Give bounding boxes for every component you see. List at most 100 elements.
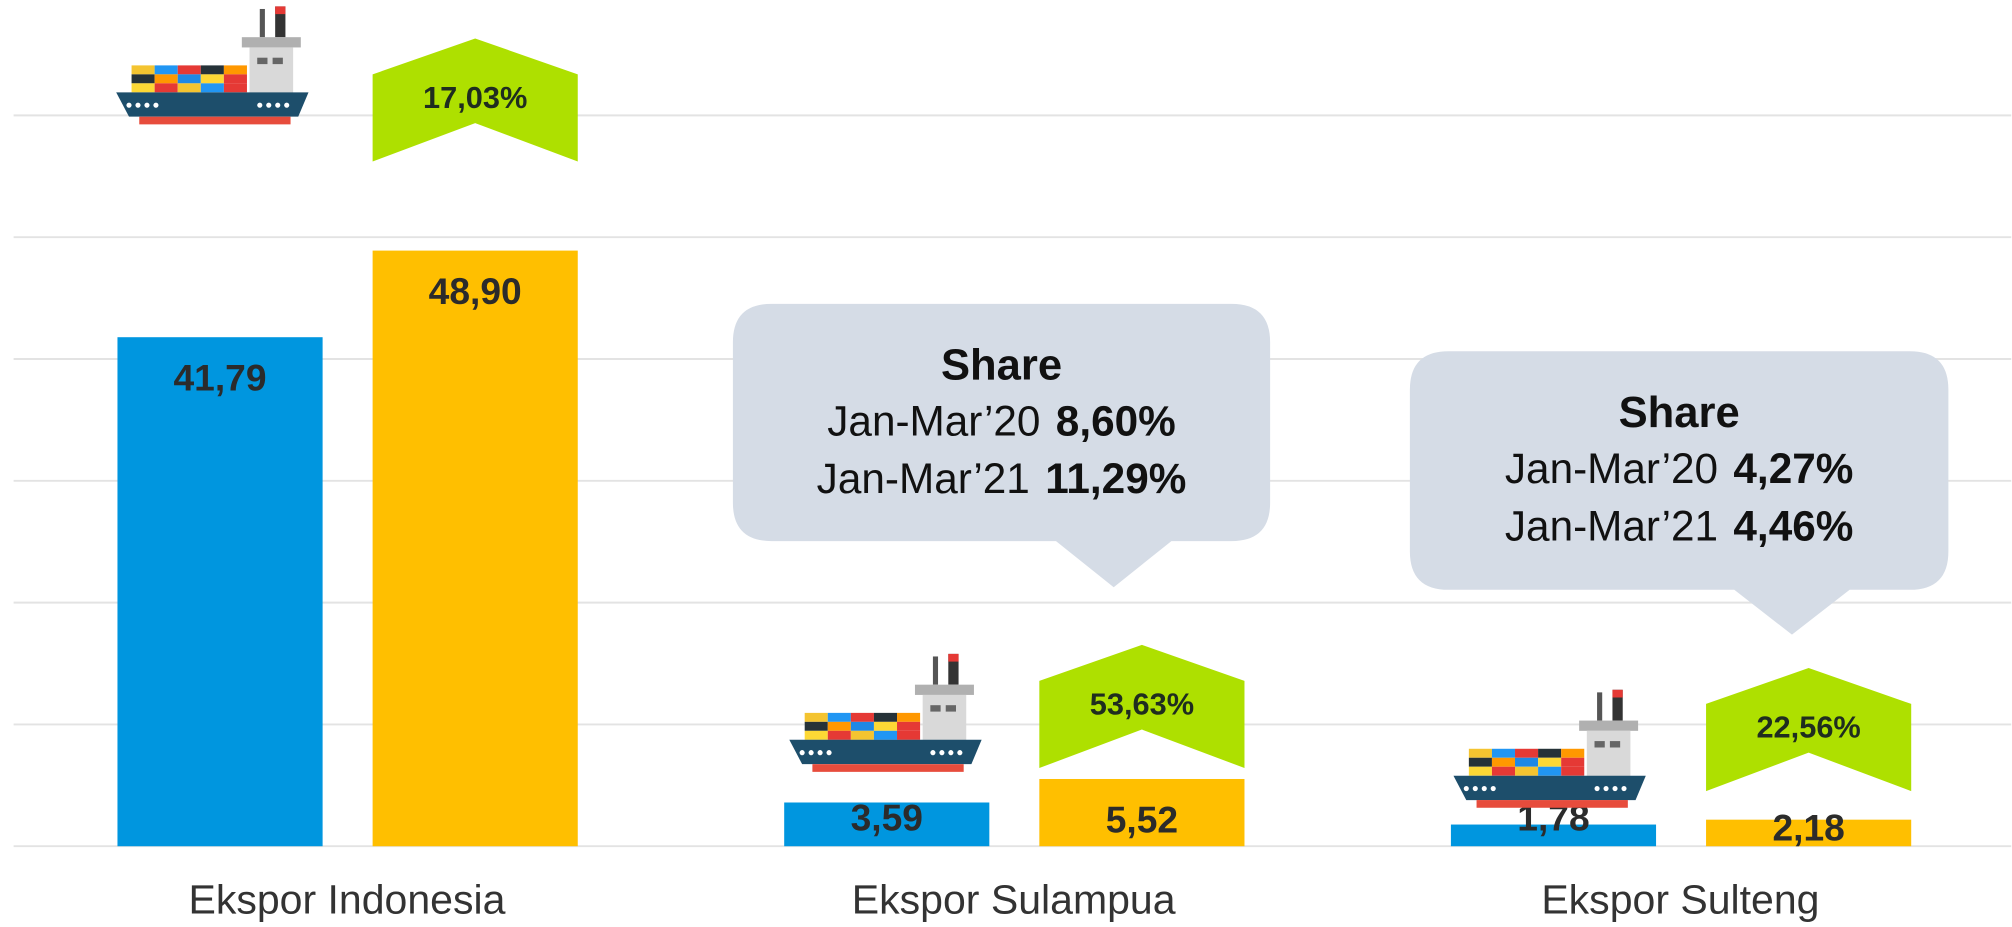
ship-porthole — [1595, 786, 1600, 791]
ship-container — [874, 722, 897, 731]
ship-container — [1492, 767, 1515, 776]
ship-container — [1469, 749, 1492, 758]
ship-porthole — [1482, 786, 1487, 791]
ship-porthole — [957, 750, 962, 755]
x-tick-label: Ekspor Indonesia — [189, 876, 506, 922]
ship-container — [897, 731, 920, 740]
ship-container — [851, 722, 874, 731]
ship-icon — [789, 654, 981, 772]
ship-funnel-top — [1612, 690, 1622, 698]
ship-container — [201, 74, 224, 83]
ship-container — [1515, 749, 1538, 758]
growth-label: 17,03% — [423, 80, 527, 115]
ship-container — [1561, 767, 1584, 776]
callout-period: Jan-Mar’21 — [1505, 503, 1718, 550]
ship-porthole — [1464, 786, 1469, 791]
ship-porthole — [144, 103, 149, 108]
ship-porthole — [809, 750, 814, 755]
ship-container — [178, 65, 201, 74]
x-tick-label: Ekspor Sulteng — [1541, 876, 1819, 922]
ship-bridge — [923, 695, 967, 741]
ship-container — [132, 65, 155, 74]
ship-mast — [260, 9, 265, 37]
ship-container — [201, 65, 224, 74]
ship-porthole — [939, 750, 944, 755]
ship-bridge — [250, 47, 294, 93]
ship-container — [851, 731, 874, 740]
ship-container — [224, 65, 247, 74]
ship-container — [805, 731, 828, 740]
ship-container — [224, 83, 247, 92]
ship-container — [1492, 749, 1515, 758]
ship-container — [828, 722, 851, 731]
ship-porthole — [818, 750, 823, 755]
growth-label: 22,56% — [1756, 710, 1860, 745]
ship-container — [874, 731, 897, 740]
ship-bridge — [1587, 731, 1631, 777]
ship-keel — [1477, 800, 1628, 808]
ship-window — [1595, 741, 1605, 747]
ship-window — [273, 58, 283, 64]
ship-window — [946, 705, 956, 711]
ship-keel — [812, 764, 963, 772]
ship-porthole — [126, 103, 131, 108]
ship-mast — [933, 656, 938, 684]
data-label: 41,79 — [174, 357, 267, 399]
ship-window — [1610, 741, 1620, 747]
growth-label: 53,63% — [1090, 687, 1194, 722]
ship-container — [874, 713, 897, 722]
ship-container — [178, 83, 201, 92]
ship-container — [1469, 758, 1492, 767]
ship-icon — [1453, 690, 1645, 808]
ship-container — [155, 83, 178, 92]
ship-porthole — [826, 750, 831, 755]
ship-container — [897, 713, 920, 722]
ship-container — [1469, 767, 1492, 776]
ship-window — [930, 705, 940, 711]
ship-porthole — [800, 750, 805, 755]
callout-row: Jan-Mar’20 8,60% — [827, 398, 1175, 445]
ship-porthole — [153, 103, 158, 108]
ship-mast — [1597, 692, 1602, 720]
ship-container — [1515, 758, 1538, 767]
ship-porthole — [930, 750, 935, 755]
data-label: 48,90 — [429, 270, 522, 312]
data-label: 3,59 — [851, 796, 923, 838]
ship-container — [805, 713, 828, 722]
ship-container — [1538, 767, 1561, 776]
bar — [373, 251, 578, 847]
ship-container — [132, 83, 155, 92]
callout-value: 4,27% — [1733, 445, 1853, 492]
ship-container — [1538, 749, 1561, 758]
ship-container — [1515, 767, 1538, 776]
data-label: 5,52 — [1106, 798, 1178, 840]
ship-porthole — [1621, 786, 1626, 791]
ship-porthole — [948, 750, 953, 755]
callout-period: Jan-Mar’20 — [1505, 445, 1718, 492]
ship-container — [155, 74, 178, 83]
ship-bridge-top — [242, 37, 301, 47]
ship-porthole — [135, 103, 140, 108]
ship-container — [897, 722, 920, 731]
ship-container — [155, 65, 178, 74]
callout-period: Jan-Mar’20 — [827, 398, 1040, 445]
ship-container — [201, 83, 224, 92]
callout-value: 8,60% — [1056, 398, 1176, 445]
callout-value: 4,46% — [1733, 503, 1853, 550]
callout-period: Jan-Mar’21 — [817, 455, 1030, 502]
ship-container — [132, 74, 155, 83]
ship-container — [224, 74, 247, 83]
ship-container — [178, 74, 201, 83]
ship-porthole — [1612, 786, 1617, 791]
ship-porthole — [1603, 786, 1608, 791]
callout-title: Share — [1619, 389, 1740, 437]
callout-value: 11,29% — [1045, 455, 1186, 502]
ship-container — [1492, 758, 1515, 767]
ship-porthole — [284, 103, 289, 108]
ship-container — [851, 713, 874, 722]
ship-icon — [116, 6, 308, 124]
ship-window — [257, 58, 267, 64]
ship-porthole — [266, 103, 271, 108]
ship-funnel-top — [948, 654, 958, 662]
ship-porthole — [1491, 786, 1496, 791]
